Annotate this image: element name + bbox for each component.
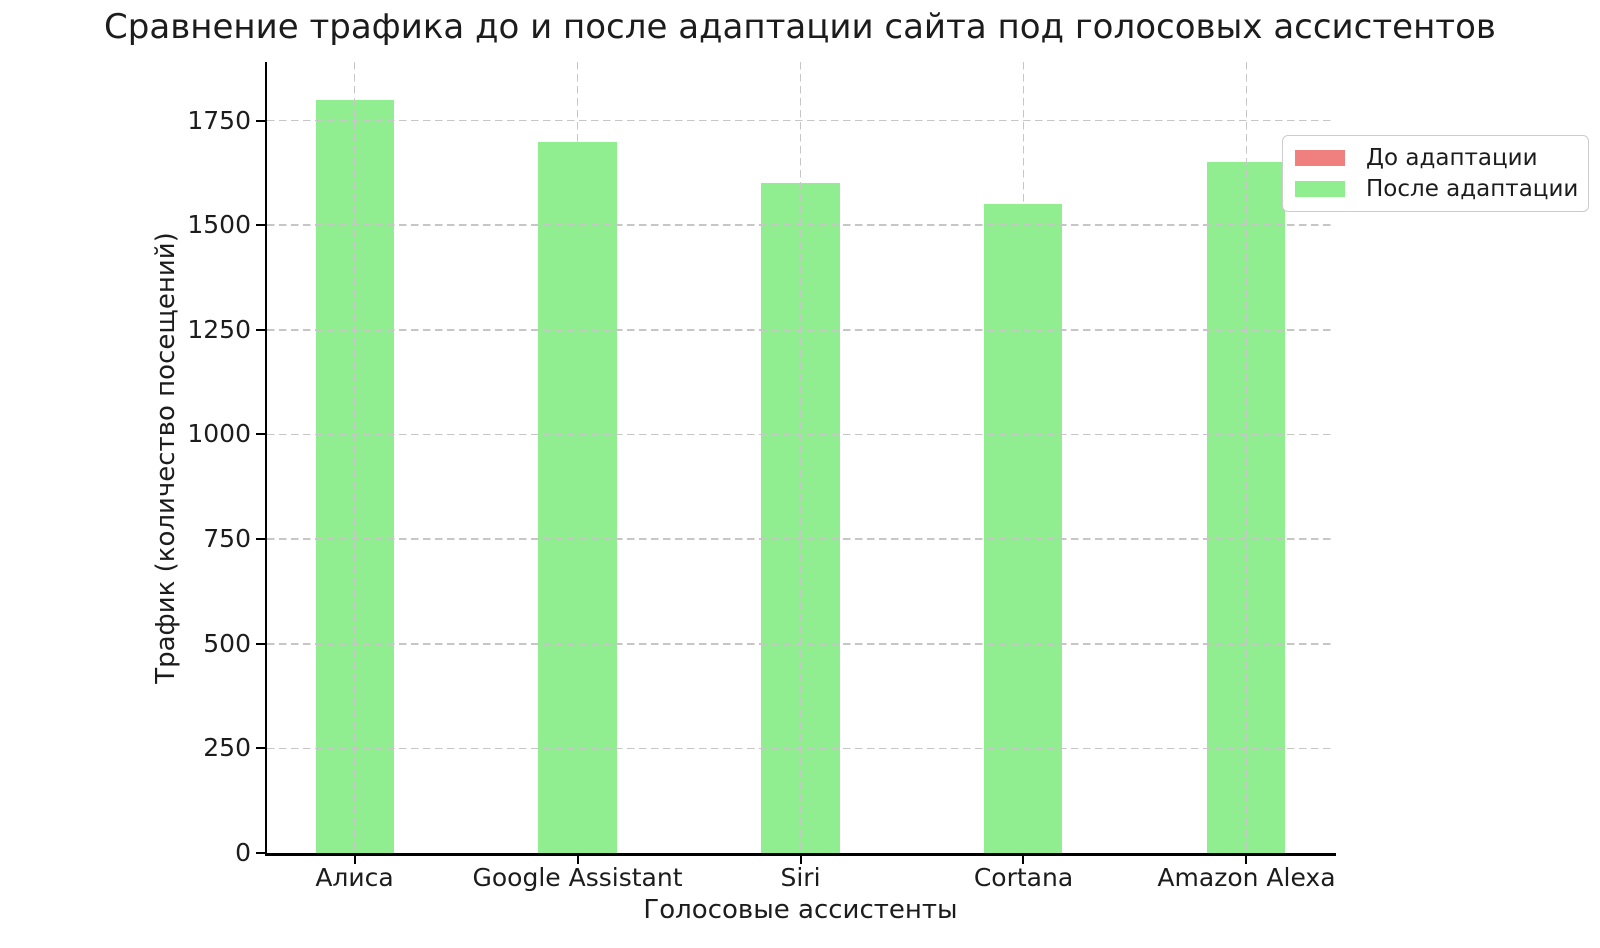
- x-tick-label: Siri: [780, 863, 821, 892]
- y-tick-label: 750: [203, 524, 251, 554]
- legend: До адаптации После адаптации: [1282, 135, 1589, 212]
- legend-item-before: До адаптации: [1295, 145, 1576, 171]
- x-tick-label: Amazon Alexa: [1157, 863, 1336, 892]
- y-tick-mark: [256, 119, 265, 122]
- x-tick-mark: [1245, 855, 1248, 864]
- v-gridline: [1245, 62, 1248, 853]
- y-tick-label: 500: [203, 628, 251, 658]
- y-tick-mark: [256, 747, 265, 750]
- x-tick-label: Алиса: [315, 863, 394, 892]
- x-tick-mark: [353, 855, 356, 864]
- y-tick-mark: [256, 642, 265, 645]
- legend-item-after: После адаптации: [1295, 176, 1579, 202]
- x-tick-mark: [576, 855, 579, 864]
- y-tick-label: 1750: [187, 105, 251, 135]
- chart-title: Сравнение трафика до и после адаптации с…: [104, 7, 1496, 47]
- y-axis-spine: [264, 62, 267, 856]
- plot-area: 0 250 500 750 1000 1250 1500 1750 Алиса Google As…: [187, 62, 1589, 892]
- y-tick-label: 1500: [187, 210, 251, 240]
- y-axis-label: Трафик (количество посещений): [151, 232, 181, 684]
- y-tick-label: 250: [203, 733, 251, 763]
- y-tick-label: 1250: [187, 314, 251, 344]
- x-tick-mark: [1022, 855, 1025, 864]
- x-tick-mark: [799, 855, 802, 864]
- legend-swatch-before-icon: [1295, 150, 1345, 166]
- legend-label-after: После адаптации: [1366, 176, 1579, 202]
- x-tick-label: Google Assistant: [472, 863, 683, 892]
- legend-swatch-after-icon: [1295, 181, 1345, 197]
- legend-label-before: До адаптации: [1366, 145, 1538, 171]
- y-tick-label: 0: [235, 838, 251, 867]
- v-gridline: [353, 62, 356, 853]
- x-tick-label: Cortana: [973, 863, 1074, 892]
- x-axis-label: Голосовые ассистенты: [643, 895, 958, 925]
- v-gridline: [576, 62, 579, 853]
- y-tick-mark: [256, 852, 265, 854]
- y-tick-label: 1000: [187, 419, 251, 449]
- y-tick-mark: [256, 328, 265, 331]
- y-tick-mark: [256, 433, 265, 436]
- x-axis-spine: [264, 853, 1336, 856]
- v-gridline: [1022, 62, 1025, 853]
- y-tick-mark: [256, 538, 265, 541]
- y-tick-mark: [256, 224, 265, 227]
- v-gridline: [799, 62, 802, 853]
